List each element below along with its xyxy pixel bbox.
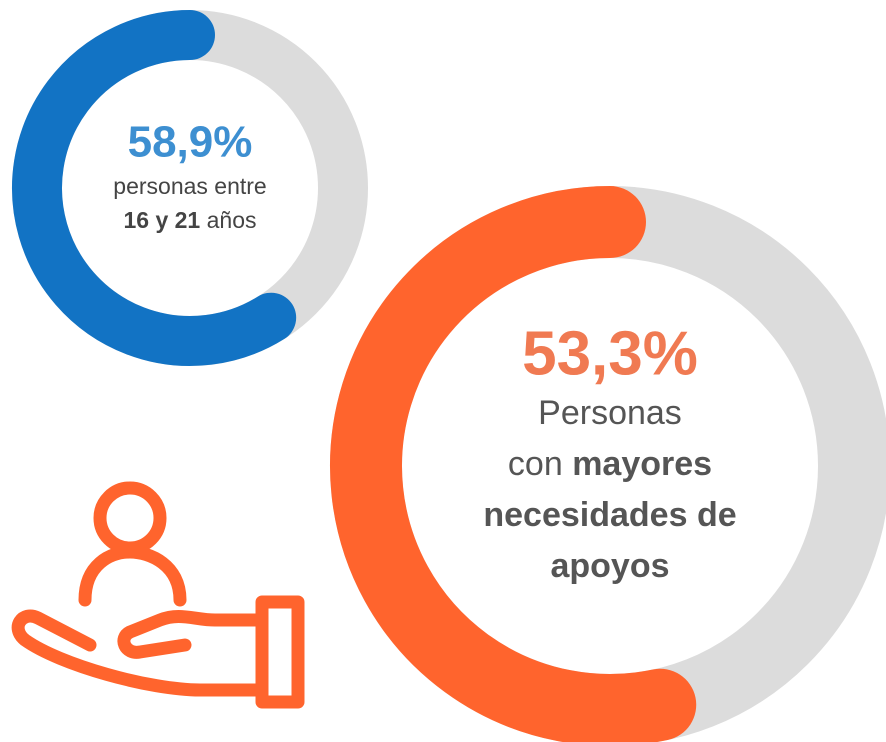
caption-line: personas entre — [113, 173, 266, 199]
caption-segment: 16 y 21 — [123, 207, 200, 233]
caption-segment: Personas — [538, 394, 682, 432]
donut-chart: 58,9% personas entre 16 y 21 años — [12, 10, 368, 366]
caption-line: Personas — [538, 394, 682, 432]
caption-line: apoyos — [550, 547, 669, 585]
caption-segment: años — [200, 207, 256, 233]
value-label: 53,3% — [522, 319, 698, 388]
icon-head — [93, 481, 167, 555]
caption-segment: apoyos — [550, 547, 669, 585]
hand-icon — [11, 481, 305, 709]
donut-arc — [330, 186, 697, 742]
caption-line: 16 y 21 años — [123, 207, 256, 233]
caption-segment: con — [508, 445, 572, 483]
caption-segment: necesidades de — [483, 496, 736, 534]
caption-segment: personas entre — [113, 173, 266, 199]
donut-arc — [12, 10, 297, 366]
value-label: 58,9% — [128, 118, 253, 167]
caption-segment: mayores — [572, 445, 712, 483]
icon-body — [78, 545, 187, 607]
icon-hand — [11, 609, 269, 697]
icon-cuff — [255, 595, 305, 709]
donut-chart: 53,3% Personas con mayores necesidades de ap… — [330, 186, 886, 742]
caption-line: necesidades de — [483, 496, 736, 534]
caption-line: con mayores — [508, 445, 712, 483]
